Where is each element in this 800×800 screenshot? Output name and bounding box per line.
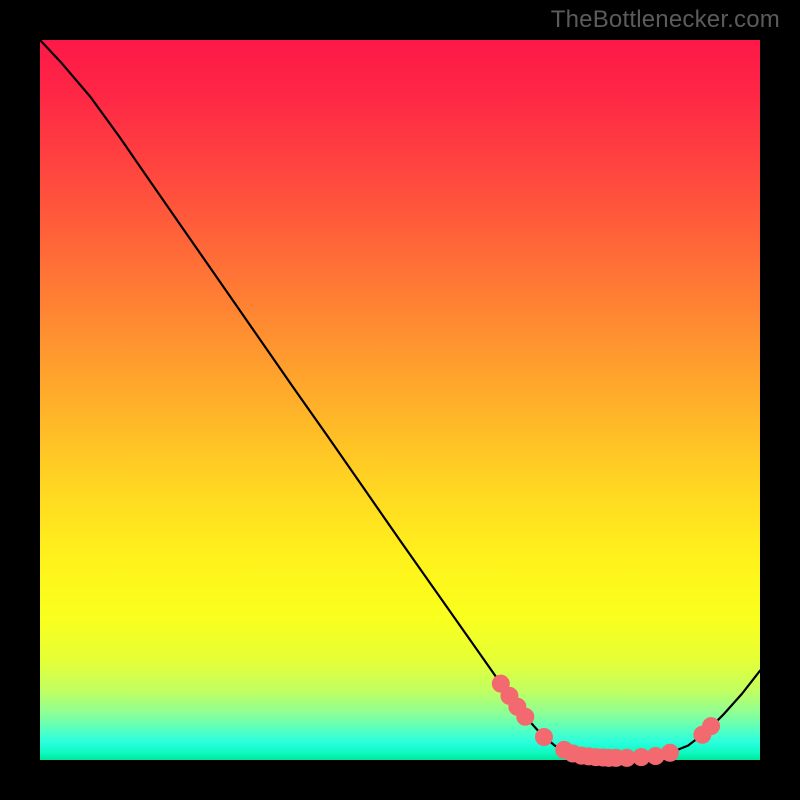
curve-marker [517,708,534,725]
curve-marker [662,744,679,761]
watermark-label: TheBottlenecker.com [551,6,780,34]
curve-marker [703,718,720,735]
curve-marker [536,728,553,745]
bottleneck-chart [0,0,800,800]
chart-frame: { "watermark": { "text": "TheBottlenecke… [0,0,800,800]
plot-background [40,40,760,760]
